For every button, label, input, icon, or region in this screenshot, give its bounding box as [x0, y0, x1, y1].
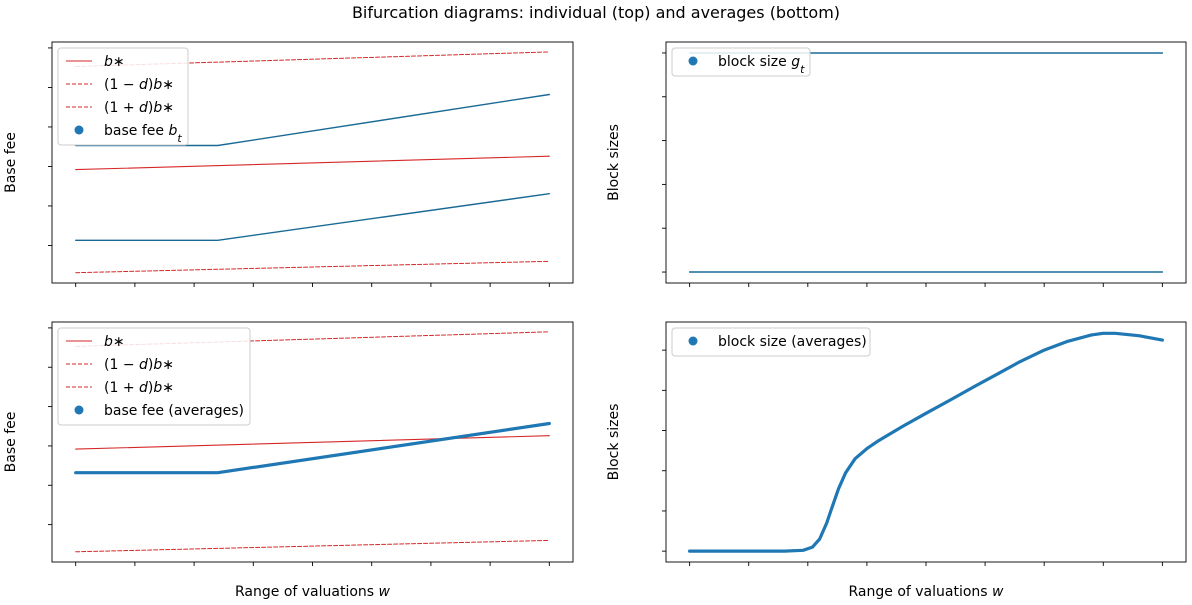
- y-axis-label: Block sizes: [606, 124, 622, 201]
- legend-label: b∗: [104, 54, 125, 70]
- legend: b∗ (1 − d)b∗ (1 + d)b∗ base fee bt: [57, 47, 189, 146]
- legend-box: [57, 47, 189, 146]
- series-line-0: [687, 331, 1165, 553]
- legend-label: base fee bt: [104, 123, 182, 145]
- series-line-3: [74, 421, 551, 475]
- plot-frame: [665, 321, 1187, 563]
- legend-box: [671, 47, 811, 77]
- legend-label: base fee (averages): [104, 403, 244, 419]
- legend-label: (1 + d)b∗: [104, 100, 174, 116]
- x-axis-label: Range of valuations w: [235, 584, 391, 600]
- legend-marker: [688, 56, 698, 66]
- legend-marker: [74, 125, 84, 135]
- legend-marker: [688, 336, 698, 346]
- legend-marker: [74, 405, 84, 415]
- legend-label: block size (averages): [718, 334, 867, 350]
- series-line-1: [75, 539, 550, 553]
- legend: b∗ (1 − d)b∗ (1 + d)b∗ base fee (averages): [57, 327, 251, 426]
- series-line-0: [75, 435, 550, 450]
- plot-frame: [665, 41, 1187, 284]
- legend-box: [671, 327, 871, 357]
- y-axis-label: Block sizes: [606, 404, 622, 481]
- chart-bottom-left: Base fee Range of valuations w b∗ (1 − d)b∗…: [3, 321, 574, 600]
- legend-box: [57, 327, 251, 426]
- series-line-4: [74, 192, 550, 242]
- series-line-0: [75, 155, 550, 171]
- x-axis-label: Range of valuations w: [849, 584, 1005, 600]
- legend: block size gt: [671, 47, 811, 77]
- chart-top-right: Block sizes block size gt: [606, 41, 1187, 287]
- y-axis-label: Base fee: [3, 132, 19, 193]
- legend-label: block size gt: [718, 54, 805, 76]
- legend-label: (1 − d)b∗: [104, 357, 174, 373]
- legend-label: b∗: [104, 334, 125, 350]
- y-axis-label: Base fee: [3, 412, 19, 473]
- figure-title: Bifurcation diagrams: individual (top) a…: [352, 3, 840, 22]
- chart-bottom-right: Block sizes Range of valuations w block si…: [606, 321, 1187, 600]
- chart-top-left: Base fee b∗ (1 − d)b∗ (1 + d)b∗ base fee bt: [3, 41, 574, 287]
- legend: block size (averages): [671, 327, 871, 357]
- legend-label: (1 − d)b∗: [104, 77, 174, 93]
- series-line-1: [75, 260, 550, 274]
- legend-label: (1 + d)b∗: [104, 380, 174, 396]
